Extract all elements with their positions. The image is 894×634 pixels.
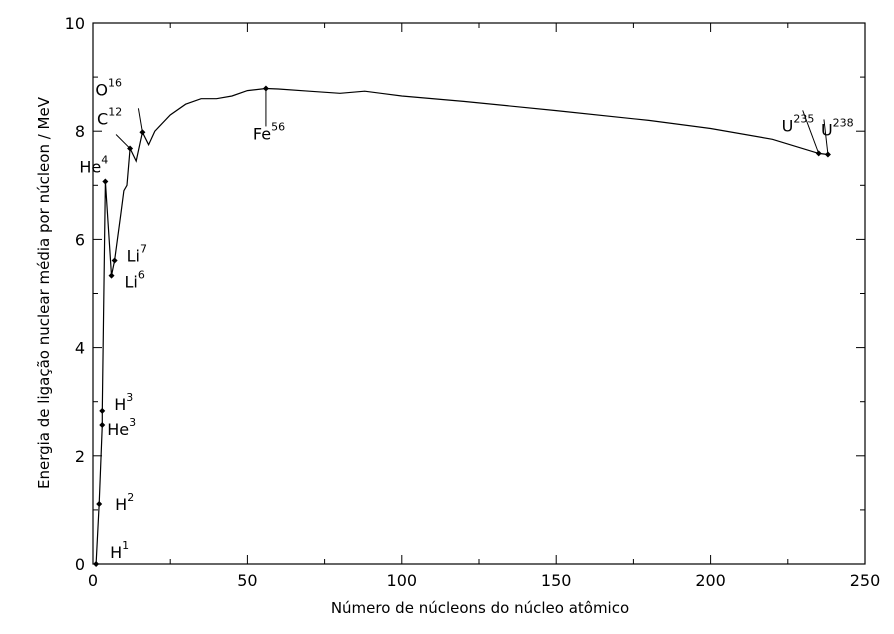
nuclide-point [108, 272, 115, 279]
nuclide-point [102, 178, 109, 185]
nuclide-point [111, 257, 118, 264]
x-tick-label: 0 [88, 571, 98, 590]
element-symbol: U [782, 116, 794, 135]
nuclide-label: O16 [95, 76, 122, 99]
y-tick-label: 10 [65, 14, 85, 33]
nuclide-label: He4 [79, 154, 108, 177]
nuclide-label: C12 [97, 106, 122, 129]
leader-line [802, 110, 820, 154]
element-symbol: U [821, 120, 833, 139]
y-tick-label: 4 [75, 339, 85, 358]
leader-line [137, 108, 143, 133]
mass-number: 7 [140, 242, 147, 255]
leader-line [823, 119, 829, 155]
mass-number: 56 [271, 120, 285, 133]
mass-number: 6 [138, 269, 145, 282]
nuclide-point [96, 500, 103, 507]
nuclide-label: U238 [821, 116, 854, 139]
nuclide-point [262, 85, 269, 92]
nuclide-point [99, 421, 106, 428]
mass-number: 4 [101, 154, 108, 167]
element-symbol: Li [125, 273, 138, 292]
nuclide-point [139, 129, 146, 136]
element-symbol: Fe [253, 124, 271, 143]
x-tick-label: 200 [695, 571, 726, 590]
y-tick-label: 6 [75, 230, 85, 249]
nuclide-point [93, 561, 100, 567]
nuclide-label: He3 [107, 416, 136, 439]
nuclide-label: U235 [782, 112, 815, 135]
nuclide-label: Li7 [127, 242, 147, 265]
nuclide-point [99, 407, 106, 414]
nuclide-label: Li6 [125, 269, 145, 292]
mass-number: 16 [108, 76, 122, 89]
curve [95, 87, 828, 565]
mass-number: 238 [833, 116, 854, 129]
leader-line [115, 134, 131, 149]
mass-number: 12 [108, 106, 122, 119]
y-tick-label: 8 [75, 122, 85, 141]
y-axis-label: Energia de ligação nuclear média por núc… [35, 96, 53, 489]
element-symbol: C [97, 110, 108, 129]
nuclide-label: Fe56 [253, 120, 285, 143]
mass-number: 3 [126, 391, 133, 404]
plot-frame [92, 22, 866, 565]
x-tick-label: 100 [387, 571, 418, 590]
mass-number: 1 [122, 539, 129, 552]
element-symbol: H [110, 543, 122, 562]
y-tick-label: 0 [75, 555, 85, 574]
nuclide-point [127, 145, 134, 152]
nuclide-label: H2 [115, 491, 134, 514]
nuclide-point [824, 151, 831, 158]
element-symbol: H [114, 395, 126, 414]
element-symbol: O [95, 80, 108, 99]
element-symbol: Li [127, 246, 140, 265]
nuclide-label: H1 [110, 539, 129, 562]
x-tick-label: 50 [237, 571, 257, 590]
element-symbol: H [115, 495, 127, 514]
x-tick-label: 250 [850, 571, 881, 590]
x-axis-label: Número de núcleons do núcleo atômico [331, 599, 629, 617]
element-symbol: He [107, 420, 129, 439]
mass-number: 2 [127, 491, 134, 504]
y-tick-label: 2 [75, 447, 85, 466]
nuclide-label: H3 [114, 391, 133, 414]
nuclide-point [815, 150, 822, 157]
mass-number: 235 [793, 112, 814, 125]
mass-number: 3 [129, 416, 136, 429]
element-symbol: He [79, 158, 101, 177]
x-tick-label: 150 [541, 571, 572, 590]
